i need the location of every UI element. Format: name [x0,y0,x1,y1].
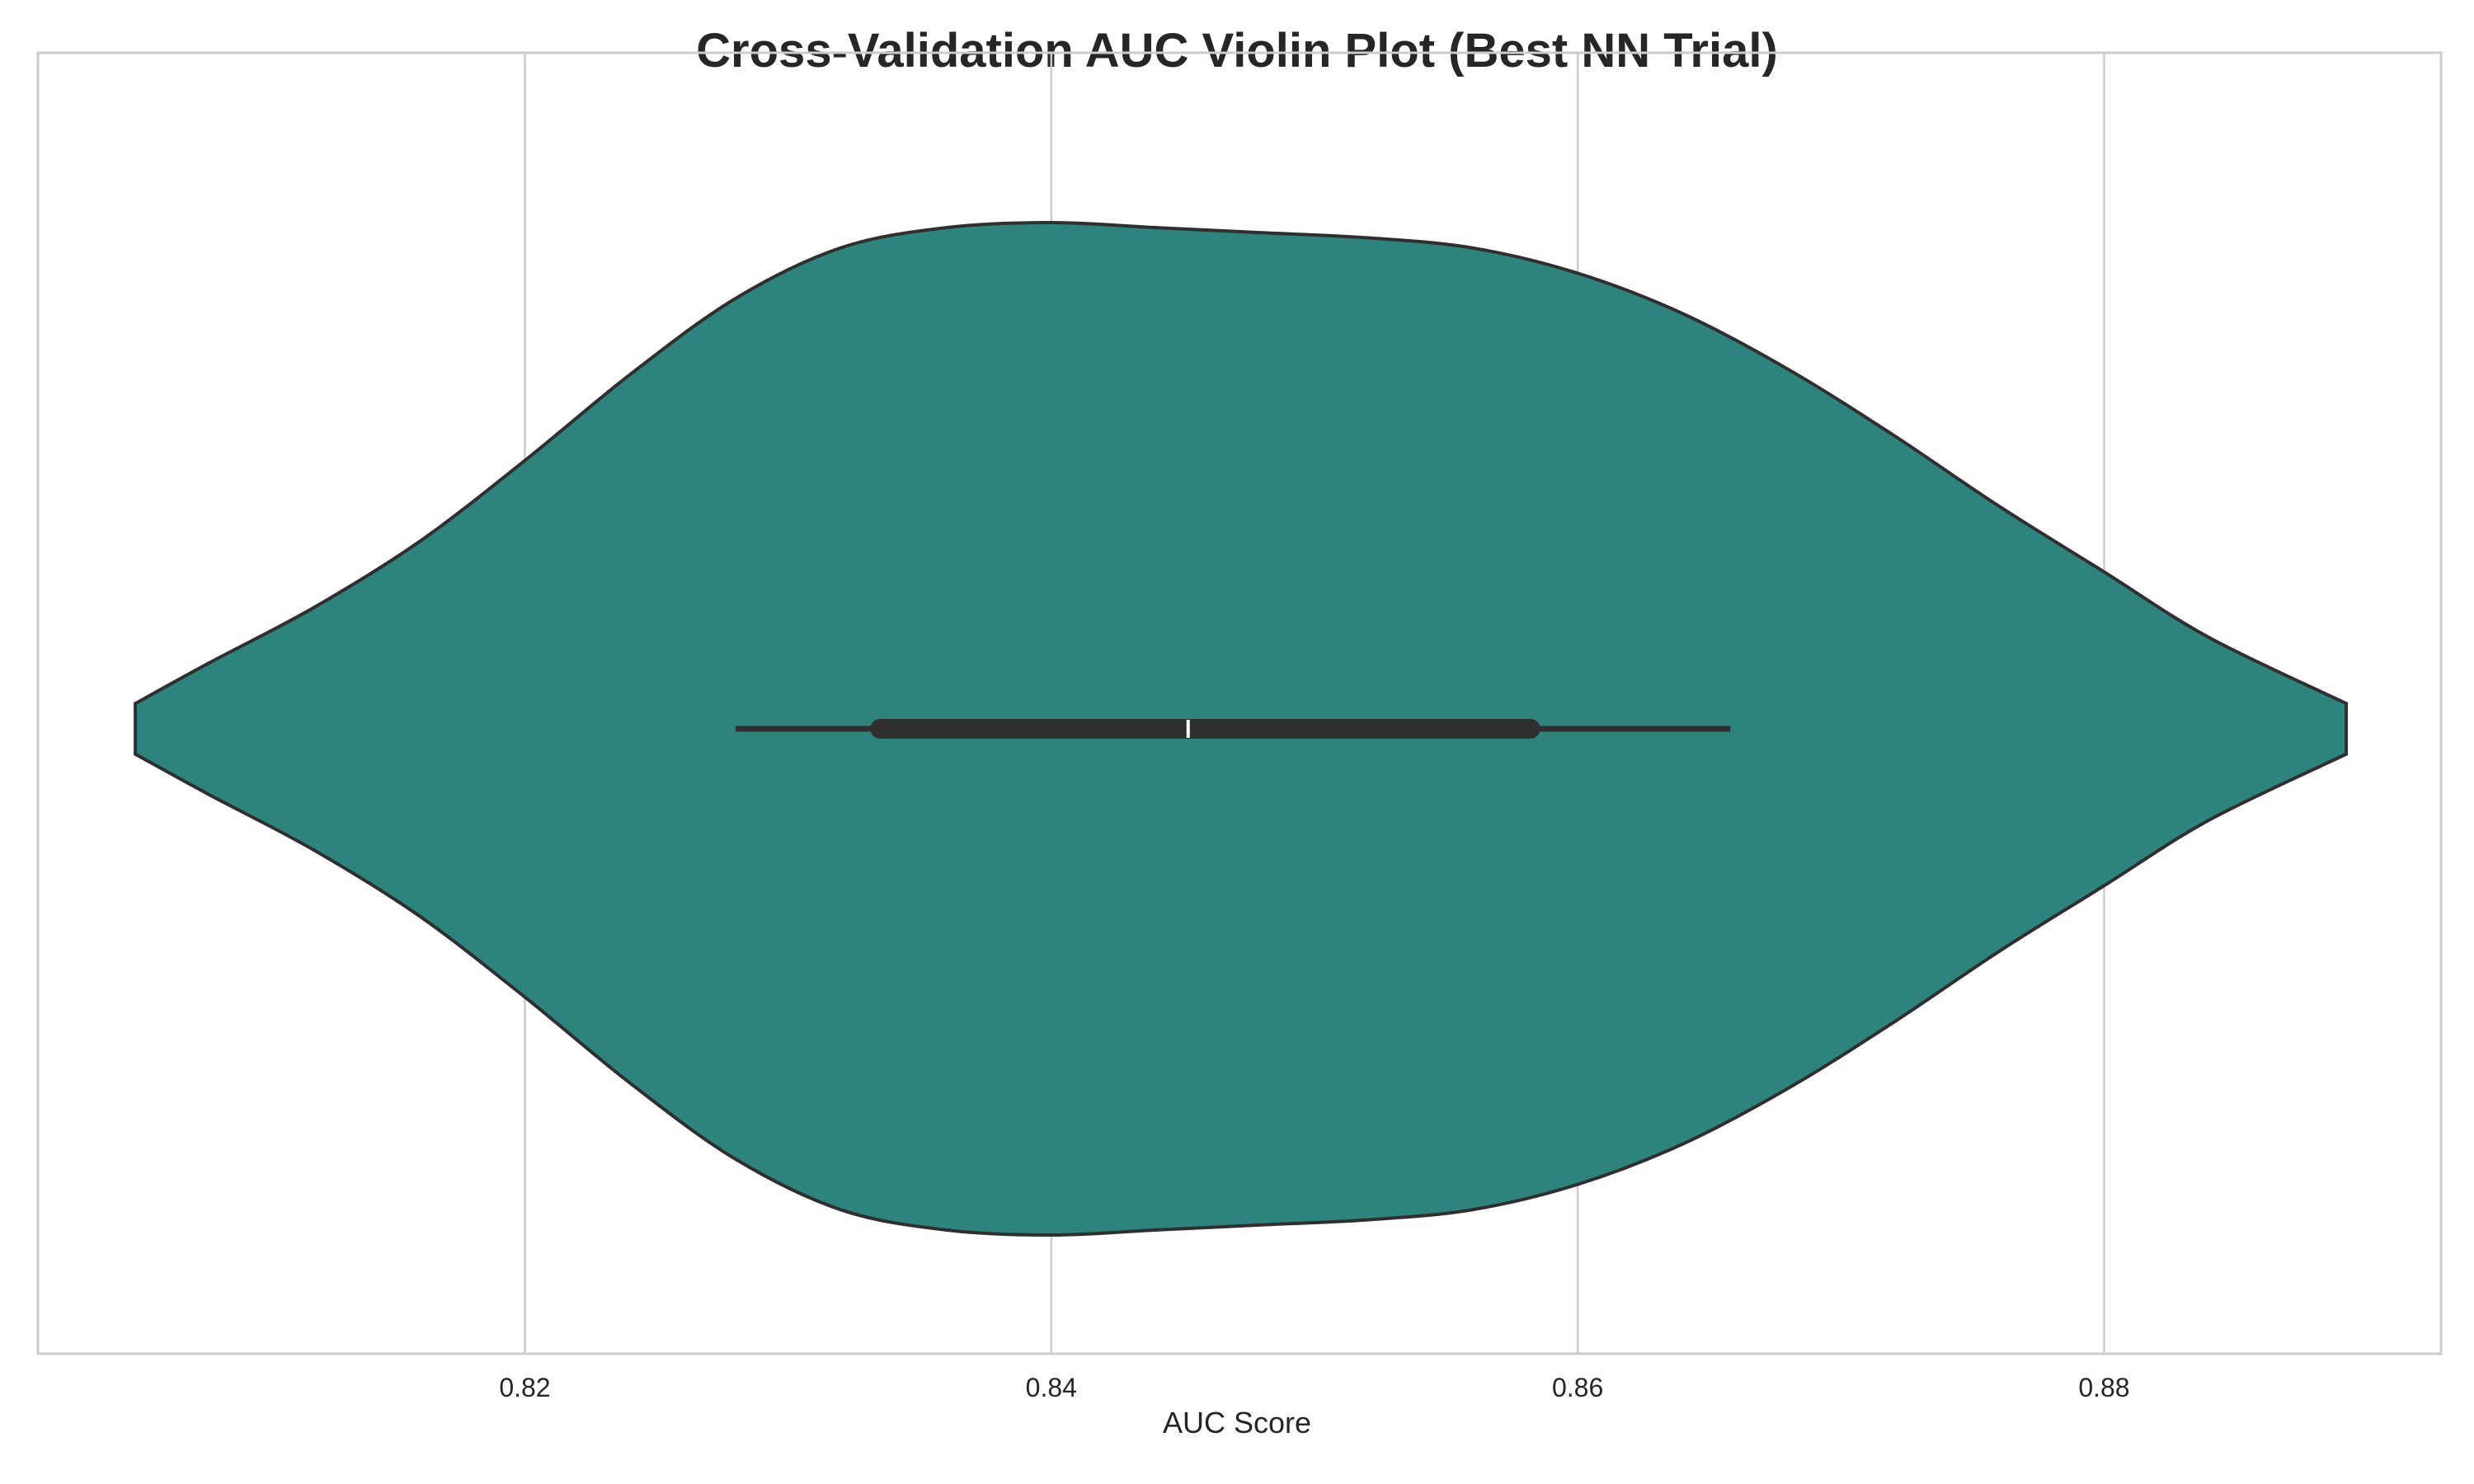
plot-frame [36,51,2443,1355]
x-tick-label: 0.88 [2078,1373,2129,1402]
x-axis-ticks: 0.82 0.84 0.86 0.88 [499,1373,2129,1402]
chart-title: Cross-Validation AUC Violin Plot (Best N… [696,24,1778,77]
x-tick-label: 0.84 [1026,1373,1077,1402]
x-axis-label: AUC Score [1162,1406,1312,1439]
x-tick-label: 0.82 [499,1373,550,1402]
x-tick-label: 0.86 [1552,1373,1603,1402]
